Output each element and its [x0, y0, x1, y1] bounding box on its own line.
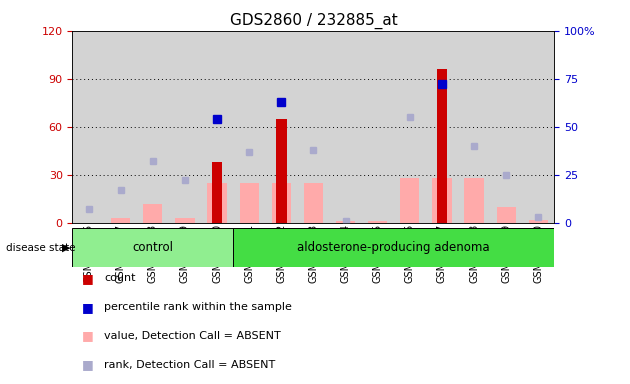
- Bar: [496, 207, 516, 223]
- Bar: [111, 218, 130, 223]
- Bar: [239, 183, 259, 223]
- Text: count: count: [104, 273, 135, 283]
- Title: GDS2860 / 232885_at: GDS2860 / 232885_at: [229, 13, 398, 29]
- Text: ▶: ▶: [62, 243, 70, 253]
- Text: value, Detection Call = ABSENT: value, Detection Call = ABSENT: [104, 331, 281, 341]
- Bar: [304, 183, 323, 223]
- Bar: [276, 119, 287, 223]
- Bar: [72, 228, 233, 267]
- Text: ■: ■: [82, 272, 94, 285]
- Bar: [212, 162, 222, 223]
- Bar: [233, 228, 554, 267]
- Text: aldosterone-producing adenoma: aldosterone-producing adenoma: [297, 241, 490, 254]
- Bar: [437, 69, 447, 223]
- Bar: [272, 183, 291, 223]
- Text: ■: ■: [82, 358, 94, 371]
- Text: disease state: disease state: [6, 243, 76, 253]
- Bar: [464, 178, 484, 223]
- Bar: [529, 220, 548, 223]
- Bar: [143, 204, 163, 223]
- Text: ■: ■: [82, 329, 94, 343]
- Bar: [175, 218, 195, 223]
- Bar: [432, 178, 452, 223]
- Text: control: control: [132, 241, 173, 254]
- Text: ■: ■: [82, 301, 94, 314]
- Text: percentile rank within the sample: percentile rank within the sample: [104, 302, 292, 312]
- Bar: [368, 221, 387, 223]
- Text: rank, Detection Call = ABSENT: rank, Detection Call = ABSENT: [104, 360, 275, 370]
- Bar: [207, 183, 227, 223]
- Bar: [336, 221, 355, 223]
- Bar: [400, 178, 420, 223]
